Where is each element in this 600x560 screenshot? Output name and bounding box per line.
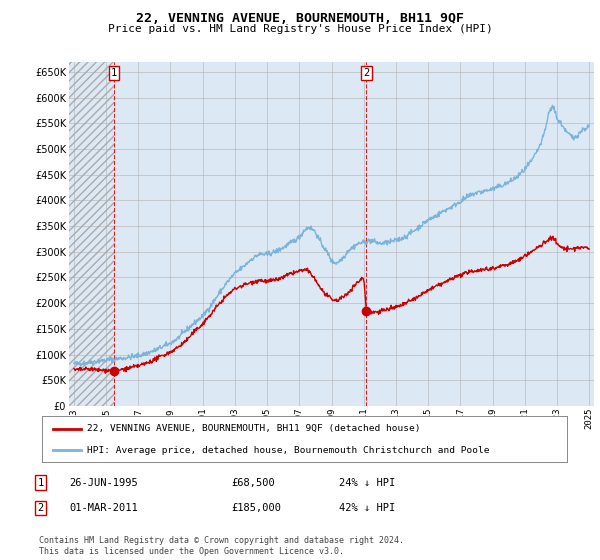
Text: HPI: Average price, detached house, Bournemouth Christchurch and Poole: HPI: Average price, detached house, Bour… [86, 446, 489, 455]
Text: Contains HM Land Registry data © Crown copyright and database right 2024.
This d: Contains HM Land Registry data © Crown c… [39, 536, 404, 556]
Text: 24% ↓ HPI: 24% ↓ HPI [339, 478, 395, 488]
Text: 2: 2 [363, 68, 370, 78]
Text: 42% ↓ HPI: 42% ↓ HPI [339, 503, 395, 513]
Text: 1: 1 [111, 68, 117, 78]
Text: Price paid vs. HM Land Registry's House Price Index (HPI): Price paid vs. HM Land Registry's House … [107, 24, 493, 34]
Text: 22, VENNING AVENUE, BOURNEMOUTH, BH11 9QF (detached house): 22, VENNING AVENUE, BOURNEMOUTH, BH11 9Q… [86, 424, 420, 433]
Text: 01-MAR-2011: 01-MAR-2011 [69, 503, 138, 513]
Text: £68,500: £68,500 [231, 478, 275, 488]
Text: 22, VENNING AVENUE, BOURNEMOUTH, BH11 9QF: 22, VENNING AVENUE, BOURNEMOUTH, BH11 9Q… [136, 12, 464, 25]
Text: 26-JUN-1995: 26-JUN-1995 [69, 478, 138, 488]
Text: 2: 2 [38, 503, 44, 513]
Text: 1: 1 [38, 478, 44, 488]
Text: £185,000: £185,000 [231, 503, 281, 513]
